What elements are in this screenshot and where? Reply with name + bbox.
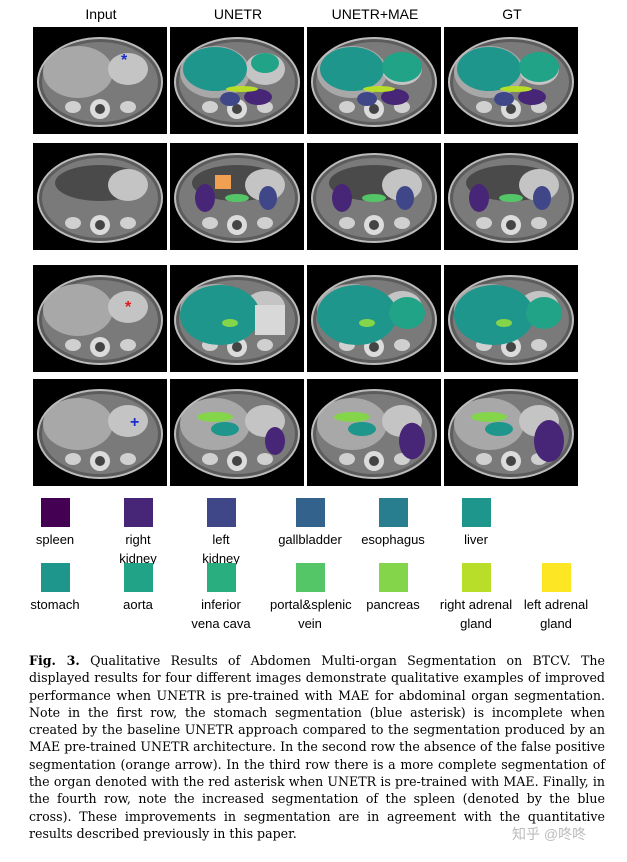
annotation-marker: * [125, 299, 132, 316]
legend-label: aorta [123, 597, 153, 612]
legend-label: pancreas [366, 597, 420, 612]
legend-item: right kidney [98, 498, 178, 568]
ct-panel-r3-gt [444, 265, 578, 372]
legend-item: aorta [98, 563, 178, 614]
legend-swatch [40, 563, 70, 592]
ct-panel-r2-gt [444, 143, 578, 250]
ct-panel-r4-gt [444, 379, 578, 486]
figure-caption: Fig. 3. Qualitative Results of Abdomen M… [29, 652, 605, 842]
legend-label: left adrenal gland [523, 597, 589, 631]
ct-panel-r1-mae [307, 27, 441, 134]
ct-panel-r1-input [33, 27, 167, 134]
legend-swatch [378, 563, 408, 592]
legend-label: gallbladder [278, 532, 342, 547]
legend-item: left kidney [181, 498, 261, 568]
legend-label: stomach [30, 597, 80, 612]
legend-label: portal&splenic vein [270, 597, 352, 631]
legend-item: liver [436, 498, 516, 549]
column-header-gt: GT [502, 6, 522, 22]
ct-panel-r2-input [33, 143, 167, 250]
legend-swatch [206, 563, 236, 592]
legend-label: right adrenal gland [439, 597, 513, 631]
ct-panel-r4-mae [307, 379, 441, 486]
legend-item: stomach [15, 563, 95, 614]
column-header-unetr-mae: UNETR+MAE [331, 6, 419, 22]
legend-item: inferior vena cava [181, 563, 261, 633]
figure-image-grid: * * + [33, 27, 578, 486]
column-header-input: Input [85, 6, 117, 22]
ct-panel-r2-mae [307, 143, 441, 250]
legend-label: right kidney [119, 532, 157, 566]
legend-swatch [461, 563, 491, 592]
legend-label: left kidney [202, 532, 240, 566]
legend-label: spleen [35, 532, 75, 547]
ct-panel-r3-mae [307, 265, 441, 372]
legend-label: liver [464, 532, 488, 547]
ct-panel-r3-input [33, 265, 167, 372]
legend-swatch [541, 563, 571, 592]
ct-panel-r4-unetr [170, 379, 304, 486]
ct-panel-r4-input [33, 379, 167, 486]
legend-label: esophagus [361, 532, 425, 547]
column-header-unetr: UNETR [213, 6, 263, 22]
legend-swatch [123, 563, 153, 592]
ct-panel-r1-unetr [170, 27, 304, 134]
legend-label: inferior vena cava [191, 597, 251, 631]
annotation-marker: * [121, 52, 128, 69]
caption-text: Qualitative Results of Abdomen Multi-org… [29, 653, 605, 841]
legend-item: esophagus [353, 498, 433, 549]
annotation-marker: + [130, 414, 140, 431]
legend-item: left adrenal gland [516, 563, 596, 633]
legend-item: gallbladder [270, 498, 350, 549]
legend-swatch [40, 498, 70, 527]
legend-item: portal&splenic vein [270, 563, 352, 633]
legend-item: spleen [15, 498, 95, 549]
caption-label: Fig. 3. [29, 653, 80, 668]
ct-panel-r1-gt [444, 27, 578, 134]
watermark: 知乎 @咚咚 [512, 826, 587, 842]
legend-swatch [378, 498, 408, 527]
legend-swatch [461, 498, 491, 527]
legend-swatch [123, 498, 153, 527]
legend-item: pancreas [353, 563, 433, 614]
legend-swatch [295, 563, 325, 592]
legend-swatch [295, 498, 325, 527]
legend-swatch [206, 498, 236, 527]
legend-item: right adrenal gland [436, 563, 516, 633]
ct-panel-r3-unetr [170, 265, 304, 372]
ct-panel-r2-unetr [170, 143, 304, 250]
